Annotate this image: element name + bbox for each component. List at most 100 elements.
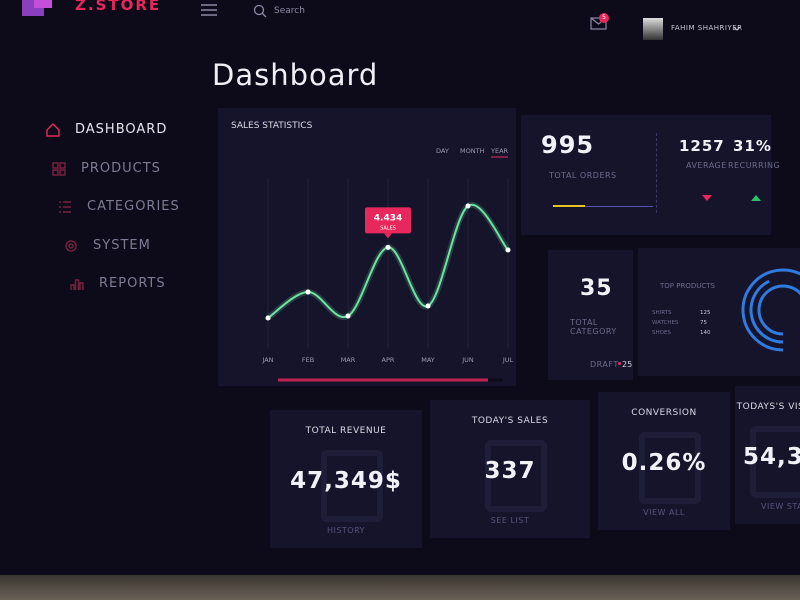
product-value: 75 bbox=[700, 320, 707, 326]
data-point bbox=[505, 247, 511, 253]
stat-title: TODAYS'S VISIT bbox=[736, 402, 800, 412]
x-tick-label: JAN bbox=[261, 356, 273, 364]
tooltip-label: SALES bbox=[380, 225, 396, 231]
nav-icon bbox=[70, 279, 84, 290]
stat-card: TODAYS'S VISIT 54,39 VIEW STATS bbox=[735, 386, 800, 524]
tooltip-pointer bbox=[384, 233, 392, 239]
stat-link[interactable]: HISTORY bbox=[326, 526, 366, 535]
avatar[interactable] bbox=[643, 18, 663, 40]
x-tick-label: FEB bbox=[302, 356, 314, 364]
recurring-label: RECURRING bbox=[728, 161, 781, 170]
draft-dot bbox=[618, 362, 621, 365]
data-point bbox=[305, 289, 311, 295]
stat-value: 47,349$ bbox=[290, 468, 402, 494]
icon-shape bbox=[52, 161, 66, 176]
x-tick-label: MAR bbox=[341, 356, 356, 364]
notification-badge: 5 bbox=[599, 13, 609, 23]
category-card: 35 TOTAL CATEGORY DRAFT 25 bbox=[548, 250, 633, 380]
product-ring bbox=[741, 268, 800, 352]
average-label: AVERAGE bbox=[686, 161, 727, 170]
nav-item[interactable]: REPORTS bbox=[99, 276, 166, 291]
total-category-label: TOTAL CATEGORY bbox=[570, 318, 617, 336]
stat-link[interactable]: SEE LIST bbox=[490, 516, 530, 525]
divider bbox=[656, 133, 657, 213]
product-value: 125 bbox=[700, 310, 711, 316]
recurring: 31% bbox=[733, 137, 772, 155]
nav-icon bbox=[52, 161, 66, 176]
stat-value: 337 bbox=[484, 458, 536, 484]
icon-shape bbox=[59, 201, 71, 213]
laptop-bezel bbox=[0, 575, 800, 600]
brand[interactable]: Z.STORE bbox=[75, 0, 162, 14]
tooltip bbox=[365, 207, 411, 234]
user-name[interactable]: FAHIM SHAHRIYER bbox=[671, 24, 743, 32]
chart-title: SALES STATISTICS bbox=[231, 121, 313, 131]
data-point bbox=[465, 203, 471, 209]
icon-shape bbox=[46, 123, 60, 137]
stat-icon bbox=[485, 440, 547, 512]
x-tick-label: MAY bbox=[421, 356, 435, 364]
trend-icons bbox=[702, 195, 761, 201]
nav-item[interactable]: SYSTEM bbox=[93, 237, 151, 253]
search-input[interactable]: Search bbox=[274, 6, 305, 16]
nav-icon bbox=[65, 239, 77, 252]
orders-progress bbox=[553, 206, 653, 207]
logo-icon bbox=[34, 0, 52, 8]
total-orders-label: TOTAL ORDERS bbox=[549, 171, 617, 180]
chart-tab[interactable]: MONTH bbox=[460, 147, 485, 155]
search-icon bbox=[253, 4, 267, 18]
stat-icon bbox=[750, 426, 800, 498]
draft-count: 25 bbox=[622, 360, 633, 369]
chart-tab[interactable]: YEAR bbox=[490, 147, 509, 155]
total-category: 35 bbox=[580, 276, 613, 301]
stat-card: TODAY'S SALES 337 SEE LIST bbox=[430, 400, 590, 538]
product-name: SHIRTS bbox=[652, 310, 672, 316]
x-tick-label: JUN bbox=[461, 356, 474, 364]
page-title: Dashboard bbox=[212, 58, 379, 92]
product-ring bbox=[749, 279, 784, 344]
data-point bbox=[425, 303, 431, 309]
product-value: 140 bbox=[700, 330, 711, 336]
nav-item[interactable]: DASHBOARD bbox=[75, 122, 168, 137]
product-name: WATCHES bbox=[652, 320, 679, 326]
x-tick-label: JUL bbox=[502, 356, 514, 364]
top-products-title: TOP PRODUCTS bbox=[659, 282, 716, 290]
stat-link[interactable]: VIEW ALL bbox=[643, 508, 685, 517]
data-point bbox=[385, 244, 391, 250]
product-name: SHOES bbox=[652, 330, 671, 336]
stat-card: TOTAL REVENUE 47,349$ HISTORY bbox=[270, 410, 422, 548]
user-dropdown[interactable] bbox=[733, 26, 741, 32]
total-orders: 995 bbox=[541, 131, 595, 159]
tooltip-value: 4.434 bbox=[374, 213, 402, 223]
x-tick-label: APR bbox=[382, 356, 395, 364]
screen: Z.STORE Search 5 FAHIM SHAHRIYER Dashboa… bbox=[0, 0, 800, 580]
chart-tab[interactable]: DAY bbox=[436, 147, 449, 155]
stat-title: TOTAL REVENUE bbox=[305, 426, 387, 436]
top-products: TOP PRODUCTS SHIRTS 125 WATCHES 75 SHOES 140 bbox=[652, 268, 800, 352]
average: 1257 bbox=[679, 137, 725, 155]
top-products-card bbox=[638, 248, 800, 376]
nav-item[interactable]: PRODUCTS bbox=[81, 160, 161, 176]
product-ring bbox=[757, 284, 800, 336]
icon-shape bbox=[70, 279, 84, 290]
sales-chart: SALES STATISTICS DAY MONTH YEAR JAN FEB MAR APR… bbox=[231, 121, 514, 382]
stat-title: TODAY'S SALES bbox=[471, 416, 549, 426]
stat-title: CONVERSION bbox=[631, 408, 697, 418]
stat-link[interactable]: VIEW STATS bbox=[761, 502, 800, 511]
nav-icon bbox=[46, 123, 60, 137]
draft-label: DRAFT bbox=[590, 360, 619, 369]
nav-item[interactable]: CATEGORIES bbox=[87, 199, 180, 214]
data-point bbox=[345, 313, 351, 319]
stat-icon bbox=[639, 432, 701, 504]
orders-progress-fill bbox=[553, 205, 585, 207]
stat-card: CONVERSION 0.26% VIEW ALL bbox=[598, 392, 730, 530]
data-point bbox=[265, 315, 271, 321]
icon-shape bbox=[65, 239, 77, 252]
nav-icon bbox=[59, 201, 71, 213]
stat-value: 54,39 bbox=[743, 444, 800, 470]
menu-button[interactable] bbox=[200, 2, 218, 18]
stat-value: 0.26% bbox=[621, 450, 707, 476]
orders-card: 995 TOTAL ORDERS 1257 AVERAGE 31% RECURR… bbox=[521, 115, 780, 235]
stat-icon bbox=[321, 450, 383, 522]
